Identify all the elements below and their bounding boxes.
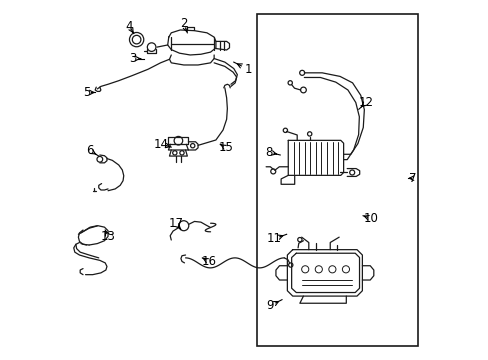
Text: 16: 16 — [201, 255, 216, 268]
Text: 14: 14 — [154, 138, 169, 151]
Text: 11: 11 — [266, 233, 281, 246]
Text: 17: 17 — [168, 217, 183, 230]
Text: 7: 7 — [408, 172, 416, 185]
Bar — [257, 14, 417, 346]
Text: 4: 4 — [125, 20, 133, 33]
Text: 6: 6 — [86, 144, 94, 157]
Text: 9: 9 — [266, 299, 273, 312]
Text: 12: 12 — [358, 96, 373, 109]
Text: 5: 5 — [83, 86, 90, 99]
Text: 1: 1 — [244, 63, 251, 76]
Text: 3: 3 — [129, 52, 137, 65]
Text: 13: 13 — [101, 230, 115, 243]
Text: 15: 15 — [218, 141, 233, 154]
Text: 2: 2 — [180, 17, 187, 30]
Text: 10: 10 — [363, 212, 378, 225]
Text: 8: 8 — [264, 146, 272, 159]
